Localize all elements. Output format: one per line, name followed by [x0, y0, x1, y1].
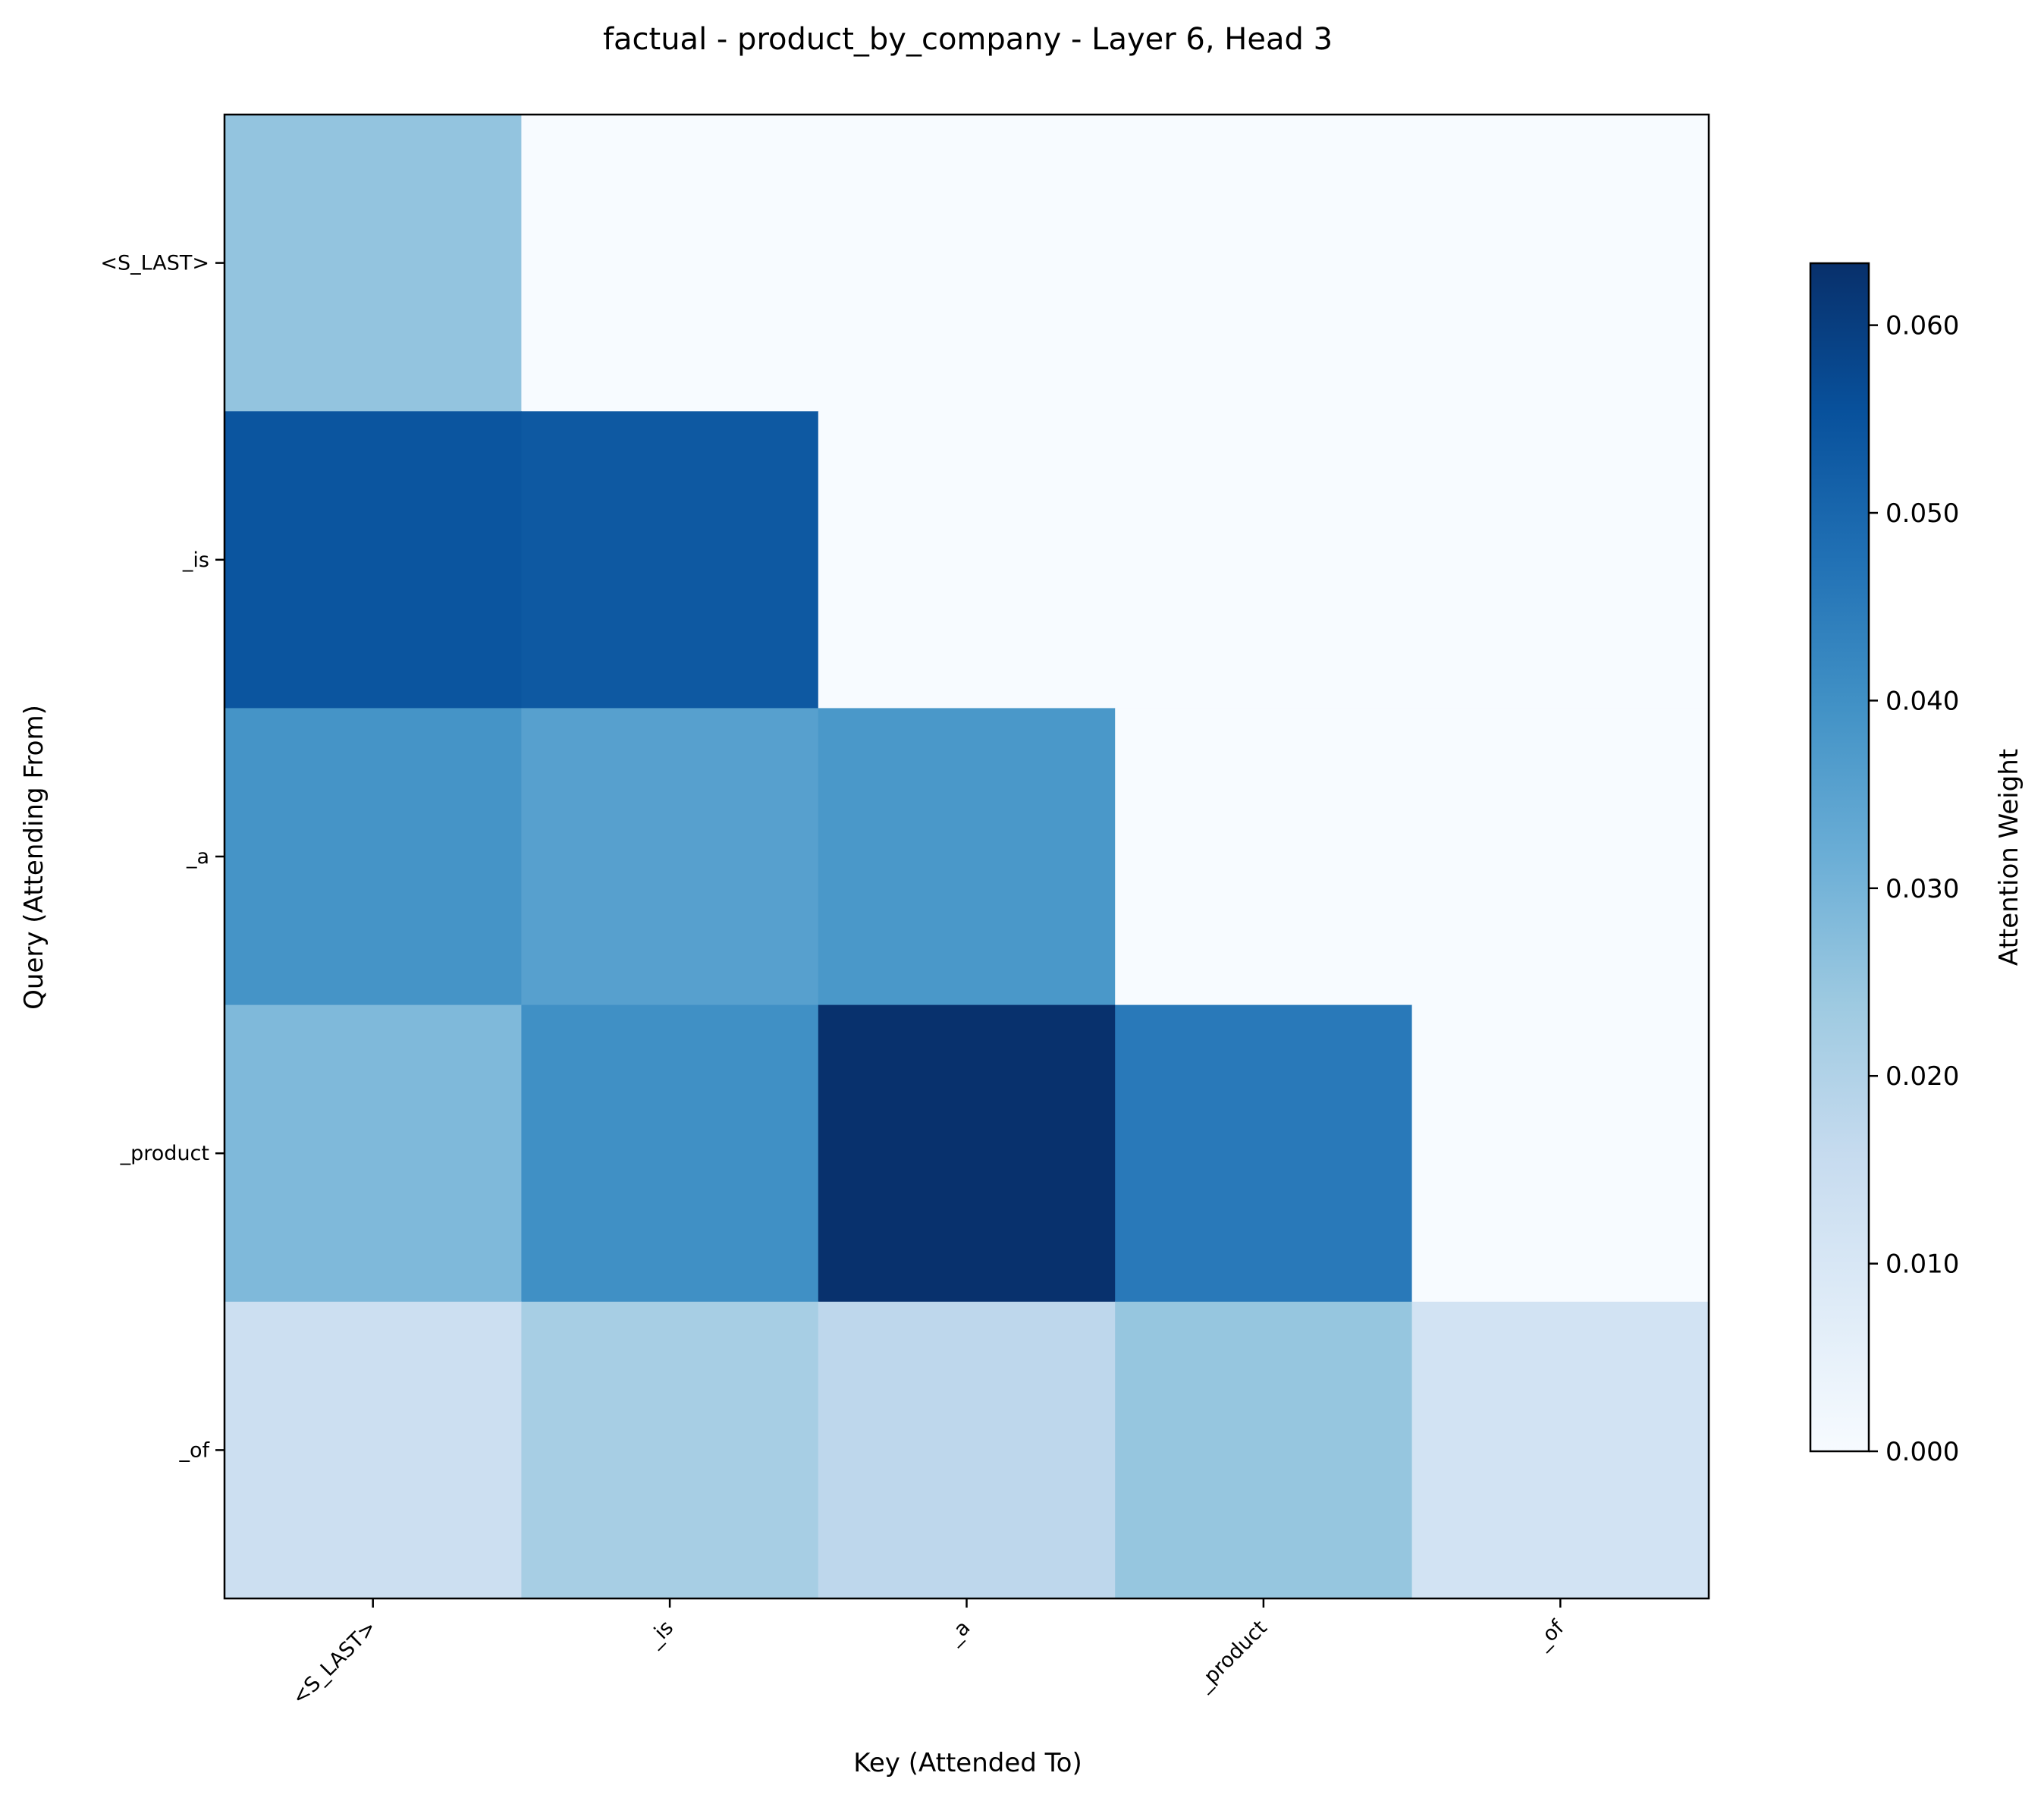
heatmap-cell — [224, 115, 522, 412]
y-tick-label: <S_LAST> — [100, 252, 209, 275]
heatmap-cell — [1411, 1301, 1710, 1599]
heatmap-cell — [1411, 411, 1710, 709]
heatmap-cell — [521, 1301, 819, 1599]
colorbar-tick-label: 0.000 — [1885, 1437, 1959, 1467]
heatmap-cells — [224, 115, 1710, 1599]
colorbar-tick-label: 0.030 — [1885, 874, 1959, 904]
heatmap-cell — [818, 115, 1116, 412]
heatmap-cell — [224, 708, 522, 1006]
heatmap-cell — [1115, 1301, 1413, 1599]
x-tick-label: <S_LAST> — [287, 1616, 381, 1710]
colorbar-label: Attention Weight — [1994, 749, 2024, 966]
heatmap-cell — [1115, 411, 1413, 709]
heatmap-cell — [1411, 1004, 1710, 1303]
y-tick-label: _a — [186, 845, 209, 869]
y-tick-label: _is — [182, 549, 209, 572]
heatmap-cell — [818, 1301, 1116, 1599]
heatmap-cell — [521, 708, 819, 1006]
y-tick-label: _product — [120, 1142, 209, 1165]
colorbar — [1809, 262, 1870, 1453]
x-tick-label: _is — [642, 1616, 678, 1652]
colorbar-tick-label: 0.040 — [1885, 686, 1959, 716]
x-axis-label: Key (Attended To) — [853, 1748, 1082, 1778]
heatmap-cell — [818, 1004, 1116, 1303]
chart-title: factual - product_by_company - Layer 6, … — [603, 22, 1333, 57]
colorbar-ticks: 0.000 0.010 0.020 0.030 0.040 0.050 0.060 — [1869, 311, 1959, 1467]
heatmap-cell — [818, 708, 1116, 1006]
heatmap-cell — [818, 411, 1116, 709]
colorbar-tick-label: 0.010 — [1885, 1249, 1959, 1280]
x-tick-label: _product — [1192, 1616, 1272, 1696]
y-axis-label: Query (Attending From) — [19, 705, 49, 1010]
heatmap-cell — [1411, 708, 1710, 1006]
heatmap-cell — [521, 411, 819, 709]
heatmap-cell — [521, 1004, 819, 1303]
y-axis-ticks: <S_LAST> _is _a _product _of — [100, 252, 224, 1462]
heatmap-cell — [521, 115, 819, 412]
heatmap-cell — [1115, 1004, 1413, 1303]
colorbar-tick-label: 0.020 — [1885, 1061, 1959, 1092]
y-tick-label: _of — [178, 1438, 210, 1462]
heatmap-cell — [224, 1301, 522, 1599]
x-tick-label: _of — [1531, 1615, 1570, 1655]
heatmap-cell — [1115, 115, 1413, 412]
heatmap-cell — [224, 411, 522, 709]
x-axis-ticks: <S_LAST> _is _a _product _of — [287, 1598, 1569, 1710]
heatmap-cell — [1411, 115, 1710, 412]
heatmap-cell — [224, 1004, 522, 1303]
heatmap-cell — [1115, 708, 1413, 1006]
colorbar-tick-label: 0.060 — [1885, 311, 1959, 341]
colorbar-tick-label: 0.050 — [1885, 498, 1959, 529]
x-tick-label: _a — [942, 1616, 975, 1649]
